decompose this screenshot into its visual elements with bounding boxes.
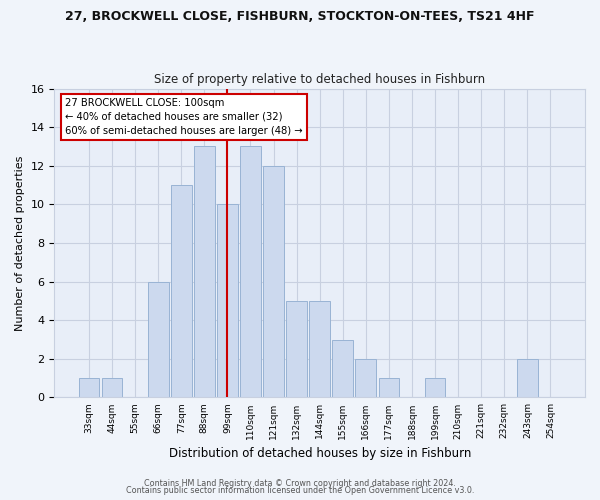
- Bar: [517, 359, 538, 398]
- Y-axis label: Number of detached properties: Number of detached properties: [15, 156, 25, 330]
- Bar: [310, 301, 330, 398]
- Bar: [101, 378, 122, 398]
- Bar: [240, 146, 261, 398]
- X-axis label: Distribution of detached houses by size in Fishburn: Distribution of detached houses by size …: [169, 447, 471, 460]
- Bar: [79, 378, 99, 398]
- Text: 27, BROCKWELL CLOSE, FISHBURN, STOCKTON-ON-TEES, TS21 4HF: 27, BROCKWELL CLOSE, FISHBURN, STOCKTON-…: [65, 10, 535, 23]
- Text: Contains public sector information licensed under the Open Government Licence v3: Contains public sector information licen…: [126, 486, 474, 495]
- Bar: [332, 340, 353, 398]
- Bar: [148, 282, 169, 398]
- Bar: [171, 185, 191, 398]
- Bar: [379, 378, 400, 398]
- Bar: [355, 359, 376, 398]
- Text: 27 BROCKWELL CLOSE: 100sqm
← 40% of detached houses are smaller (32)
60% of semi: 27 BROCKWELL CLOSE: 100sqm ← 40% of deta…: [65, 98, 302, 136]
- Title: Size of property relative to detached houses in Fishburn: Size of property relative to detached ho…: [154, 73, 485, 86]
- Bar: [425, 378, 445, 398]
- Bar: [194, 146, 215, 398]
- Bar: [263, 166, 284, 398]
- Bar: [286, 301, 307, 398]
- Bar: [217, 204, 238, 398]
- Text: Contains HM Land Registry data © Crown copyright and database right 2024.: Contains HM Land Registry data © Crown c…: [144, 478, 456, 488]
